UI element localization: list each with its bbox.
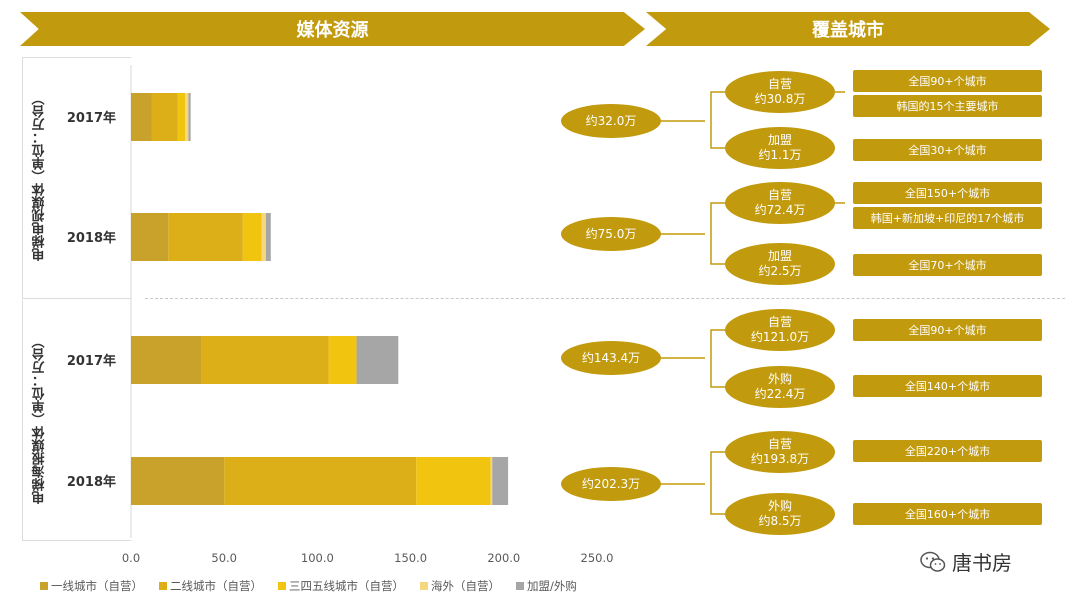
bar-segment: [224, 457, 417, 505]
bar-segment: [185, 93, 189, 141]
legend-label: 一线城市（自营）: [51, 579, 143, 593]
legend-label: 三四五线城市（自营）: [289, 579, 404, 593]
x-tick-label: 250.0: [581, 551, 614, 565]
category-label: 2017年: [67, 353, 116, 369]
tree-root-total: 约202.3万: [561, 467, 661, 501]
banner-city-coverage: 覆盖城市: [646, 12, 1050, 46]
city-tag: 全国90+个城市: [853, 319, 1042, 341]
category-label: 2018年: [67, 230, 116, 246]
section-divider: [145, 298, 1065, 299]
panel-tv-frame: [22, 57, 131, 299]
x-tick-label: 50.0: [211, 551, 237, 565]
bar-segment: [177, 93, 186, 141]
city-tag: 全国160+个城市: [853, 503, 1042, 525]
legend-label: 加盟/外购: [527, 579, 577, 593]
legend-item: 加盟/外购: [516, 578, 577, 594]
city-tag: 全国150+个城市: [853, 182, 1042, 204]
tree-branch: 加盟 约1.1万: [725, 127, 835, 169]
city-tag: 全国70+个城市: [853, 254, 1042, 276]
bar-segment: [242, 213, 262, 261]
bar-segment: [356, 336, 399, 384]
legend-swatch: [159, 582, 167, 590]
x-tick-label: 100.0: [301, 551, 334, 565]
city-tag: 全国90+个城市: [853, 70, 1042, 92]
city-tag: 全国220+个城市: [853, 440, 1042, 462]
legend-label: 海外（自营）: [431, 579, 500, 593]
tree-root-total: 约75.0万: [561, 217, 661, 251]
bar-segment: [261, 213, 266, 261]
legend-swatch: [40, 582, 48, 590]
tree-root-total: 约32.0万: [561, 104, 661, 138]
bar-segment: [328, 336, 357, 384]
tree-branch: 自营 约72.4万: [725, 182, 835, 224]
legend-item: 海外（自营）: [420, 578, 500, 594]
tree-branch: 自营 约121.0万: [725, 309, 835, 351]
tree-connector: [710, 202, 725, 265]
bar-segment: [131, 213, 169, 261]
legend-item: 二线城市（自营）: [159, 578, 262, 594]
bar-segment: [490, 457, 493, 505]
legend-swatch: [278, 582, 286, 590]
tree-branch: 加盟 约2.5万: [725, 243, 835, 285]
city-tag: 韩国的15个主要城市: [853, 95, 1042, 117]
watermark: 唐书房: [920, 547, 1012, 576]
tree-root-total: 约143.4万: [561, 341, 661, 375]
city-tag: 全国140+个城市: [853, 375, 1042, 397]
city-tag: 韩国+新加坡+印尼的17个城市: [853, 207, 1042, 229]
bar-segment: [131, 93, 152, 141]
legend-swatch: [516, 582, 524, 590]
wechat-icon: [920, 551, 946, 572]
bar-segment: [151, 93, 178, 141]
panel-poster-frame: [22, 300, 131, 541]
bar-segment: [188, 93, 191, 141]
tree-branch: 自营 约30.8万: [725, 71, 835, 113]
tree-branch: 外购 约22.4万: [725, 366, 835, 408]
bar-segment: [168, 213, 243, 261]
tree-connector: [710, 329, 725, 388]
bar-segment: [201, 336, 329, 384]
x-tick-label: 150.0: [394, 551, 427, 565]
tree-connector: [710, 91, 725, 149]
tree-branch: 外购 约8.5万: [725, 493, 835, 535]
legend-item: 一线城市（自营）: [40, 578, 143, 594]
chart-legend: 一线城市（自营） 二线城市（自营） 三四五线城市（自营） 海外（自营） 加盟/外购: [40, 578, 577, 594]
watermark-text: 唐书房: [952, 551, 1012, 575]
tree-connector: [710, 451, 725, 515]
legend-item: 三四五线城市（自营）: [278, 578, 404, 594]
category-label: 2017年: [67, 110, 116, 126]
x-tick-label: 200.0: [487, 551, 520, 565]
bar-segment: [131, 336, 202, 384]
banner-media-resources: 媒体资源: [20, 12, 645, 46]
legend-label: 二线城市（自营）: [170, 579, 262, 593]
tree-branch: 自营 约193.8万: [725, 431, 835, 473]
bar-segment: [416, 457, 491, 505]
legend-swatch: [420, 582, 428, 590]
bar-segment: [492, 457, 509, 505]
category-label: 2018年: [67, 474, 116, 490]
bar-segment: [265, 213, 271, 261]
x-tick-label: 0.0: [122, 551, 140, 565]
city-tag: 全国30+个城市: [853, 139, 1042, 161]
bar-segment: [131, 457, 225, 505]
